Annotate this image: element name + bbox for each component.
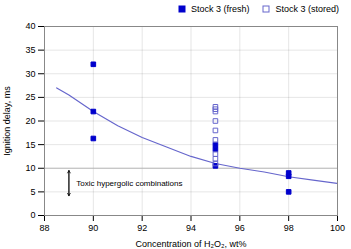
svg-text:15: 15 xyxy=(25,140,35,150)
svg-text:96: 96 xyxy=(235,223,245,233)
svg-text:98: 98 xyxy=(284,223,294,233)
svg-text:94: 94 xyxy=(186,223,196,233)
svg-text:35: 35 xyxy=(25,45,35,55)
html-text:Stock 3 (fresh): Stock 3 (fresh) xyxy=(190,4,250,14)
svg-text:88: 88 xyxy=(39,223,49,233)
html-text:Stock 3 (stored): Stock 3 (stored) xyxy=(275,4,339,14)
svg-text:25: 25 xyxy=(25,92,35,102)
svg-text:92: 92 xyxy=(137,223,147,233)
svg-text:10: 10 xyxy=(25,163,35,173)
svg-text:Ignition delay, ms: Ignition delay, ms xyxy=(2,86,12,156)
svg-text:Toxic hypergolic combinations: Toxic hypergolic combinations xyxy=(76,179,182,188)
svg-text:30: 30 xyxy=(25,69,35,79)
svg-text:20: 20 xyxy=(25,116,35,126)
svg-text:Concentration of H₂O₂, wt%: Concentration of H₂O₂, wt% xyxy=(135,239,246,249)
svg-text:5: 5 xyxy=(30,187,35,197)
svg-text:40: 40 xyxy=(25,21,35,31)
svg-text:90: 90 xyxy=(88,223,98,233)
svg-text:0: 0 xyxy=(30,210,35,220)
svg-text:100: 100 xyxy=(330,223,345,233)
